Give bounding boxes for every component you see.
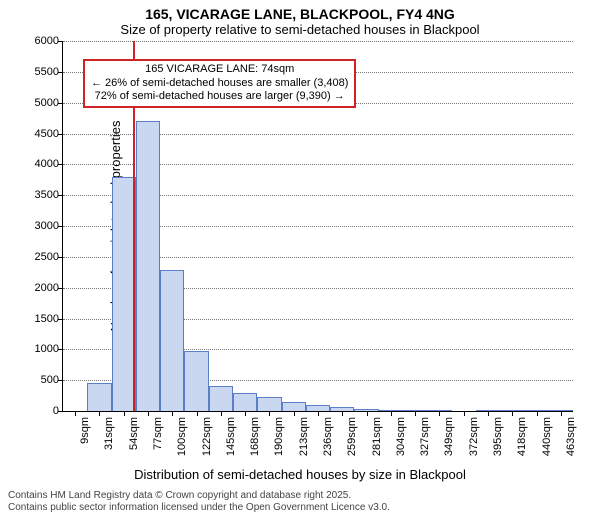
histogram-bar [160,270,184,411]
y-tick-label: 2000 [19,282,59,294]
x-tick-label: 395sqm [492,417,504,477]
x-tick-label: 372sqm [468,417,480,477]
histogram-bar [209,386,233,411]
x-tick-mark [75,411,76,416]
y-tick-label: 3000 [19,220,59,232]
x-tick-label: 100sqm [176,417,188,477]
annotation-box: 165 VICARAGE LANE: 74sqm← 26% of semi-de… [83,59,356,108]
x-tick-mark [464,411,465,416]
x-tick-mark [148,411,149,416]
x-tick-label: 304sqm [395,417,407,477]
x-tick-label: 31sqm [103,417,115,477]
x-tick-label: 440sqm [541,417,553,477]
x-tick-label: 418sqm [516,417,528,477]
x-tick-mark [367,411,368,416]
x-tick-label: 54sqm [128,417,140,477]
y-tick-label: 4500 [19,128,59,140]
y-tick-label: 3500 [19,189,59,201]
plot-area: 0500100015002000250030003500400045005000… [62,41,573,412]
annotation-line-1: 165 VICARAGE LANE: 74sqm [91,63,348,77]
y-tick-label: 2500 [19,251,59,263]
x-tick-label: 168sqm [249,417,261,477]
y-tick-label: 500 [19,374,59,386]
x-tick-mark [294,411,295,416]
x-tick-mark [439,411,440,416]
x-tick-label: 236sqm [322,417,334,477]
x-tick-mark [124,411,125,416]
x-tick-label: 349sqm [443,417,455,477]
footer-line-1: Contains HM Land Registry data © Crown c… [8,490,600,502]
x-tick-mark [391,411,392,416]
histogram-bar [257,397,281,411]
x-tick-mark [488,411,489,416]
y-tick-label: 4000 [19,158,59,170]
x-tick-mark [269,411,270,416]
histogram-bar [112,177,136,411]
y-tick-label: 1500 [19,313,59,325]
footer-line-2: Contains public sector information licen… [8,502,600,514]
y-tick-label: 5000 [19,97,59,109]
x-tick-mark [318,411,319,416]
histogram-bar [87,383,111,411]
title-line-1: 165, VICARAGE LANE, BLACKPOOL, FY4 4NG [0,6,600,22]
annotation-line-2: ← 26% of semi-detached houses are smalle… [91,77,348,91]
x-tick-label: 77sqm [152,417,164,477]
x-tick-label: 213sqm [298,417,310,477]
histogram-bar [184,351,208,411]
y-tick-label: 6000 [19,35,59,47]
histogram-bar [282,402,306,411]
x-tick-mark [342,411,343,416]
x-tick-label: 190sqm [273,417,285,477]
x-tick-label: 259sqm [346,417,358,477]
x-tick-label: 122sqm [201,417,213,477]
x-tick-mark [561,411,562,416]
histogram-bar [136,121,160,411]
x-tick-mark [512,411,513,416]
grid-line [63,41,573,42]
y-tick-label: 0 [19,405,59,417]
chart-footer: Contains HM Land Registry data © Crown c… [0,482,600,514]
x-tick-label: 281sqm [371,417,383,477]
x-tick-label: 327sqm [419,417,431,477]
histogram-bar [233,393,257,412]
x-tick-mark [172,411,173,416]
y-tick-label: 5500 [19,66,59,78]
x-tick-mark [245,411,246,416]
x-tick-mark [99,411,100,416]
x-tick-mark [221,411,222,416]
chart-title: 165, VICARAGE LANE, BLACKPOOL, FY4 4NG S… [0,0,600,37]
x-tick-mark [197,411,198,416]
x-tick-label: 9sqm [79,417,91,477]
y-tick-label: 1000 [19,343,59,355]
title-line-2: Size of property relative to semi-detach… [0,22,600,37]
chart-area: Number of semi-detached properties 05001… [62,41,572,411]
x-tick-label: 463sqm [565,417,577,477]
annotation-line-3: 72% of semi-detached houses are larger (… [91,90,348,104]
x-tick-mark [415,411,416,416]
x-tick-mark [537,411,538,416]
x-tick-label: 145sqm [225,417,237,477]
